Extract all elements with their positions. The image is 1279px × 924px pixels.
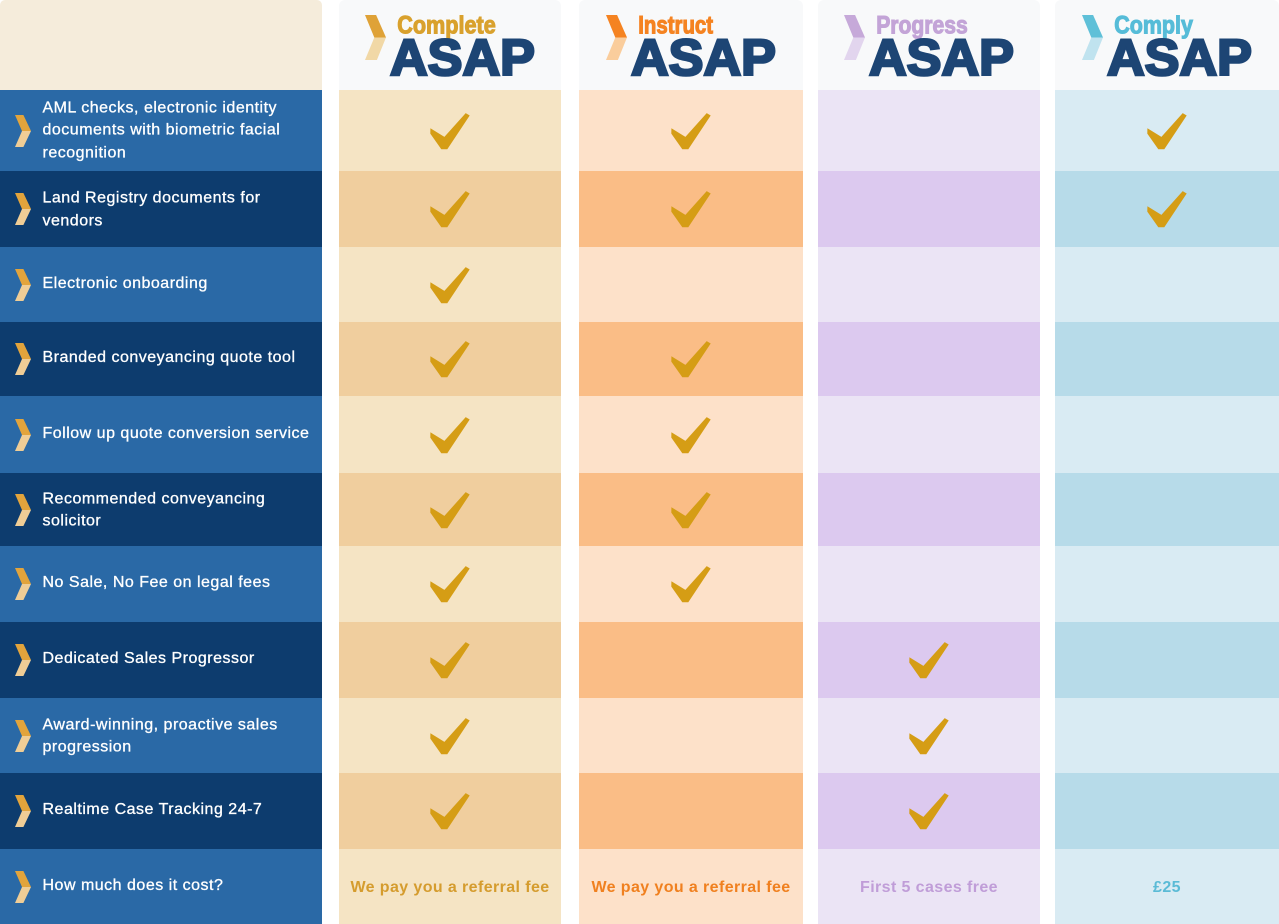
- svg-text:Complete: Complete: [397, 12, 496, 40]
- svg-text:Comply: Comply: [1114, 12, 1193, 40]
- svg-text:ASAP: ASAP: [869, 29, 1014, 86]
- svg-text:Progress: Progress: [876, 12, 968, 40]
- svg-text:ASAP: ASAP: [1107, 29, 1252, 86]
- svg-text:ASAP: ASAP: [390, 29, 535, 86]
- svg-text:ASAP: ASAP: [631, 29, 776, 86]
- svg-text:Instruct: Instruct: [638, 12, 713, 40]
